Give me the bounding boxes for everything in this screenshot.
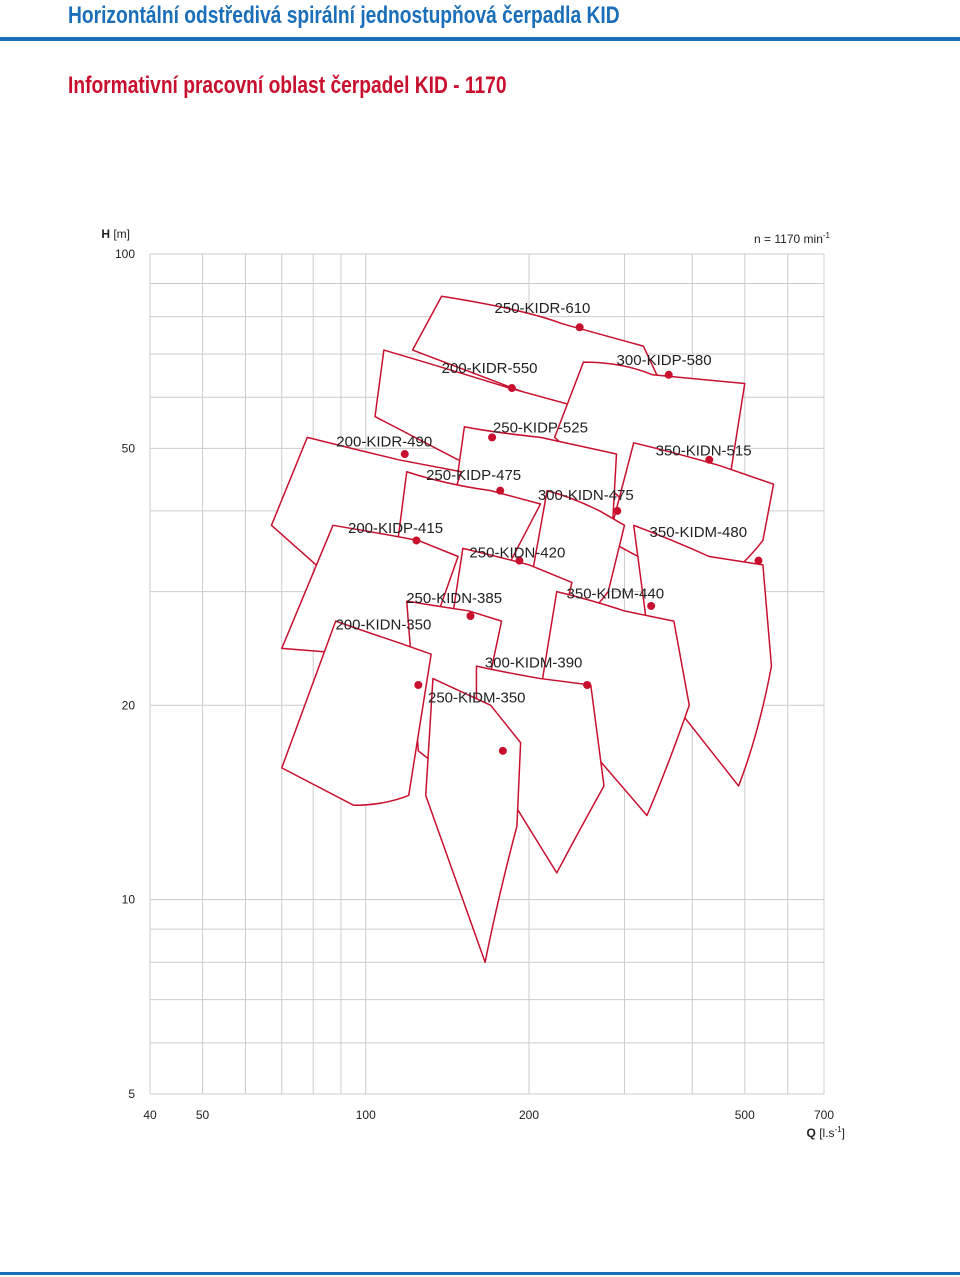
pump-label: 200-KIDR-550 — [442, 360, 538, 377]
pump-label: 200-KIDP-415 — [348, 520, 443, 537]
bep-marker — [515, 556, 524, 565]
bep-marker — [400, 450, 409, 459]
x-tick-label: 100 — [356, 1108, 376, 1122]
pump-label: 200-KIDN-350 — [335, 617, 431, 634]
bep-marker — [754, 556, 763, 565]
pump-region-350-kidm-480 — [632, 524, 773, 787]
pump-label: 300-KIDP-580 — [617, 352, 712, 369]
y-tick-label: 20 — [122, 698, 136, 712]
x-tick-label: 40 — [143, 1108, 157, 1122]
pump-region-350-kidm-440 — [539, 590, 691, 817]
bep-marker — [507, 384, 516, 393]
y-tick-label: 5 — [128, 1087, 135, 1101]
pump-label: 300-KIDN-475 — [538, 487, 634, 504]
bep-marker — [496, 486, 505, 495]
y-axis-ticks: 5 10 20 50 100 — [115, 247, 135, 1101]
pump-region-250-kidm-350 — [424, 677, 522, 963]
y-tick-label: 100 — [115, 247, 135, 261]
bep-marker — [575, 323, 584, 332]
pump-regions — [270, 295, 775, 963]
bep-marker — [647, 601, 656, 610]
bep-marker — [664, 370, 673, 379]
y-tick-label: 50 — [122, 441, 136, 455]
x-tick-label: 700 — [814, 1108, 834, 1122]
pump-markers — [400, 323, 763, 755]
bep-marker — [705, 455, 714, 464]
y-tick-label: 10 — [122, 893, 136, 907]
pump-label: 350-KIDN-515 — [656, 443, 752, 460]
pump-label: 250-KIDP-475 — [426, 467, 521, 484]
title-rule — [0, 37, 960, 41]
x-tick-label: 200 — [519, 1108, 539, 1122]
pump-label: 250-KIDN-385 — [406, 590, 502, 607]
pump-region-300-kidm-390 — [475, 665, 605, 874]
bep-marker — [488, 433, 497, 442]
bep-marker — [412, 536, 421, 545]
pump-region-200-kidn-350 — [281, 620, 432, 807]
bep-marker — [414, 681, 423, 690]
pump-label: 250-KIDN-420 — [469, 544, 565, 561]
bottom-rule — [0, 1272, 960, 1275]
x-tick-label: 50 — [196, 1108, 210, 1122]
y-axis-label: H [m] — [101, 227, 130, 241]
pump-label: 350-KIDM-480 — [650, 524, 748, 541]
pump-label: 200-KIDR-490 — [336, 434, 432, 451]
page-title: Horizontální odstředivá spirální jednost… — [68, 2, 620, 29]
pump-label: 300-KIDM-390 — [485, 655, 583, 672]
speed-note: n = 1170 min-1 — [754, 231, 830, 246]
bep-marker — [466, 611, 475, 620]
pump-label: 250-KIDP-525 — [493, 419, 588, 436]
performance-chart: 40 50 100 200 500 700 5 10 20 50 100 250-KIDR-610… — [101, 227, 846, 1140]
pump-labels: 250-KIDR-610 200-KIDR-550 300-KIDP-580 250-… — [335, 300, 751, 706]
bep-marker — [583, 681, 592, 690]
chart-subtitle: Informativní pracovní oblast čerpadel KI… — [68, 72, 507, 99]
pump-label: 250-KIDR-610 — [495, 300, 591, 317]
x-axis-label: Q [l.s-1] — [807, 1125, 846, 1140]
pump-label: 350-KIDM-440 — [567, 585, 665, 602]
bep-marker — [613, 506, 622, 515]
pump-label: 250-KIDM-350 — [428, 690, 526, 707]
x-axis-ticks: 40 50 100 200 500 700 — [143, 1108, 834, 1122]
x-tick-label: 500 — [735, 1108, 755, 1122]
bep-marker — [498, 746, 507, 755]
